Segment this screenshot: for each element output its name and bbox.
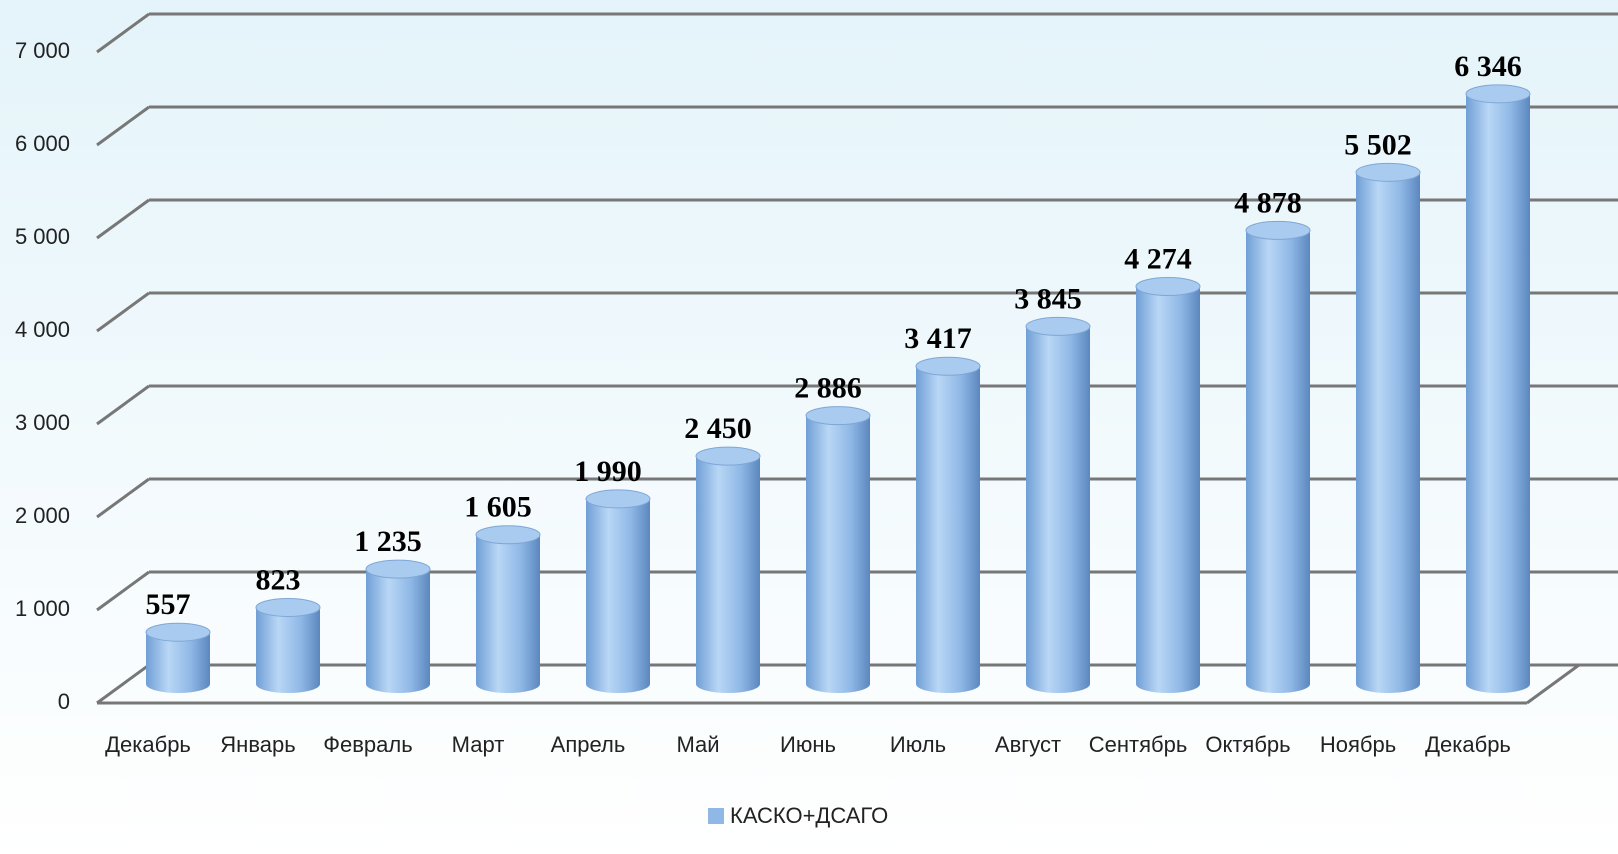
- y-tick-label: 5 000: [15, 224, 70, 249]
- x-tick-label: Октябрь: [1205, 732, 1290, 757]
- value-label: 557: [146, 588, 191, 621]
- y-tick-label: 2 000: [15, 503, 70, 528]
- y-tick-label: 3 000: [15, 410, 70, 435]
- bar-body: [806, 415, 870, 693]
- bar-top: [915, 356, 981, 376]
- x-tick-label: Июль: [890, 732, 946, 757]
- bar-body: [696, 456, 760, 693]
- x-tick-label: Май: [676, 732, 719, 757]
- value-label: 2 450: [684, 412, 752, 445]
- bar-top: [805, 406, 871, 426]
- y-tick-label: 7 000: [15, 38, 70, 63]
- bar-body: [146, 632, 210, 693]
- bar-body: [1026, 326, 1090, 693]
- bar-body: [1246, 230, 1310, 693]
- grid-line: [96, 291, 150, 333]
- bar-top: [585, 489, 651, 509]
- x-tick-label: Январь: [220, 732, 295, 757]
- grid-line: [96, 570, 150, 612]
- bar-top: [145, 622, 211, 642]
- y-tick-label: 0: [58, 689, 70, 714]
- value-label: 4 878: [1234, 186, 1302, 219]
- y-tick-label: 1 000: [15, 596, 70, 621]
- value-label: 5 502: [1344, 128, 1412, 161]
- x-tick-label: Декабрь: [105, 732, 191, 757]
- x-tick-label: Декабрь: [1425, 732, 1511, 757]
- bar-top: [1135, 277, 1201, 297]
- value-label: 4 274: [1124, 243, 1192, 276]
- x-tick-label: Август: [995, 732, 1061, 757]
- grid-line: [96, 384, 150, 426]
- value-label: 1 990: [574, 455, 642, 488]
- value-label: 2 886: [794, 372, 862, 405]
- y-tick-label: 4 000: [15, 317, 70, 342]
- value-label: 3 845: [1014, 282, 1082, 315]
- y-tick-label: 6 000: [15, 131, 70, 156]
- grid-line: [96, 477, 150, 519]
- bar-top: [365, 559, 431, 579]
- x-tick-label: Июнь: [780, 732, 836, 757]
- grid-line: [96, 12, 150, 54]
- bar-top: [1025, 316, 1091, 336]
- bar-body: [1136, 286, 1200, 693]
- bar-body: [366, 569, 430, 693]
- value-label: 3 417: [904, 322, 972, 355]
- x-tick-label: Март: [452, 732, 505, 757]
- value-label: 6 346: [1454, 50, 1522, 83]
- bar-body: [476, 534, 540, 693]
- value-label: 1 605: [464, 491, 532, 524]
- x-tick-label: Ноябрь: [1320, 732, 1396, 757]
- value-label: 823: [256, 563, 301, 596]
- x-tick-label: Апрель: [551, 732, 626, 757]
- bar-top: [1465, 84, 1531, 104]
- bar-body: [1466, 93, 1530, 693]
- value-label: 1 235: [354, 525, 422, 558]
- bar-top: [1245, 220, 1311, 240]
- legend-label: КАСКО+ДСАГО: [730, 803, 888, 828]
- legend-swatch: [708, 808, 724, 824]
- bar-top: [1355, 162, 1421, 182]
- bar-body: [256, 607, 320, 693]
- bar-top: [255, 597, 321, 617]
- bar-body: [586, 498, 650, 693]
- bar-top: [475, 525, 541, 545]
- bar-body: [1356, 172, 1420, 694]
- grid-line: [96, 105, 150, 147]
- x-tick-label: Сентябрь: [1089, 732, 1188, 757]
- x-tick-label: Февраль: [323, 732, 412, 757]
- bar-top: [695, 446, 761, 466]
- floor-edge: [1526, 663, 1580, 705]
- bar-body: [916, 366, 980, 693]
- grid-line: [96, 663, 150, 705]
- grid-line: [96, 198, 150, 240]
